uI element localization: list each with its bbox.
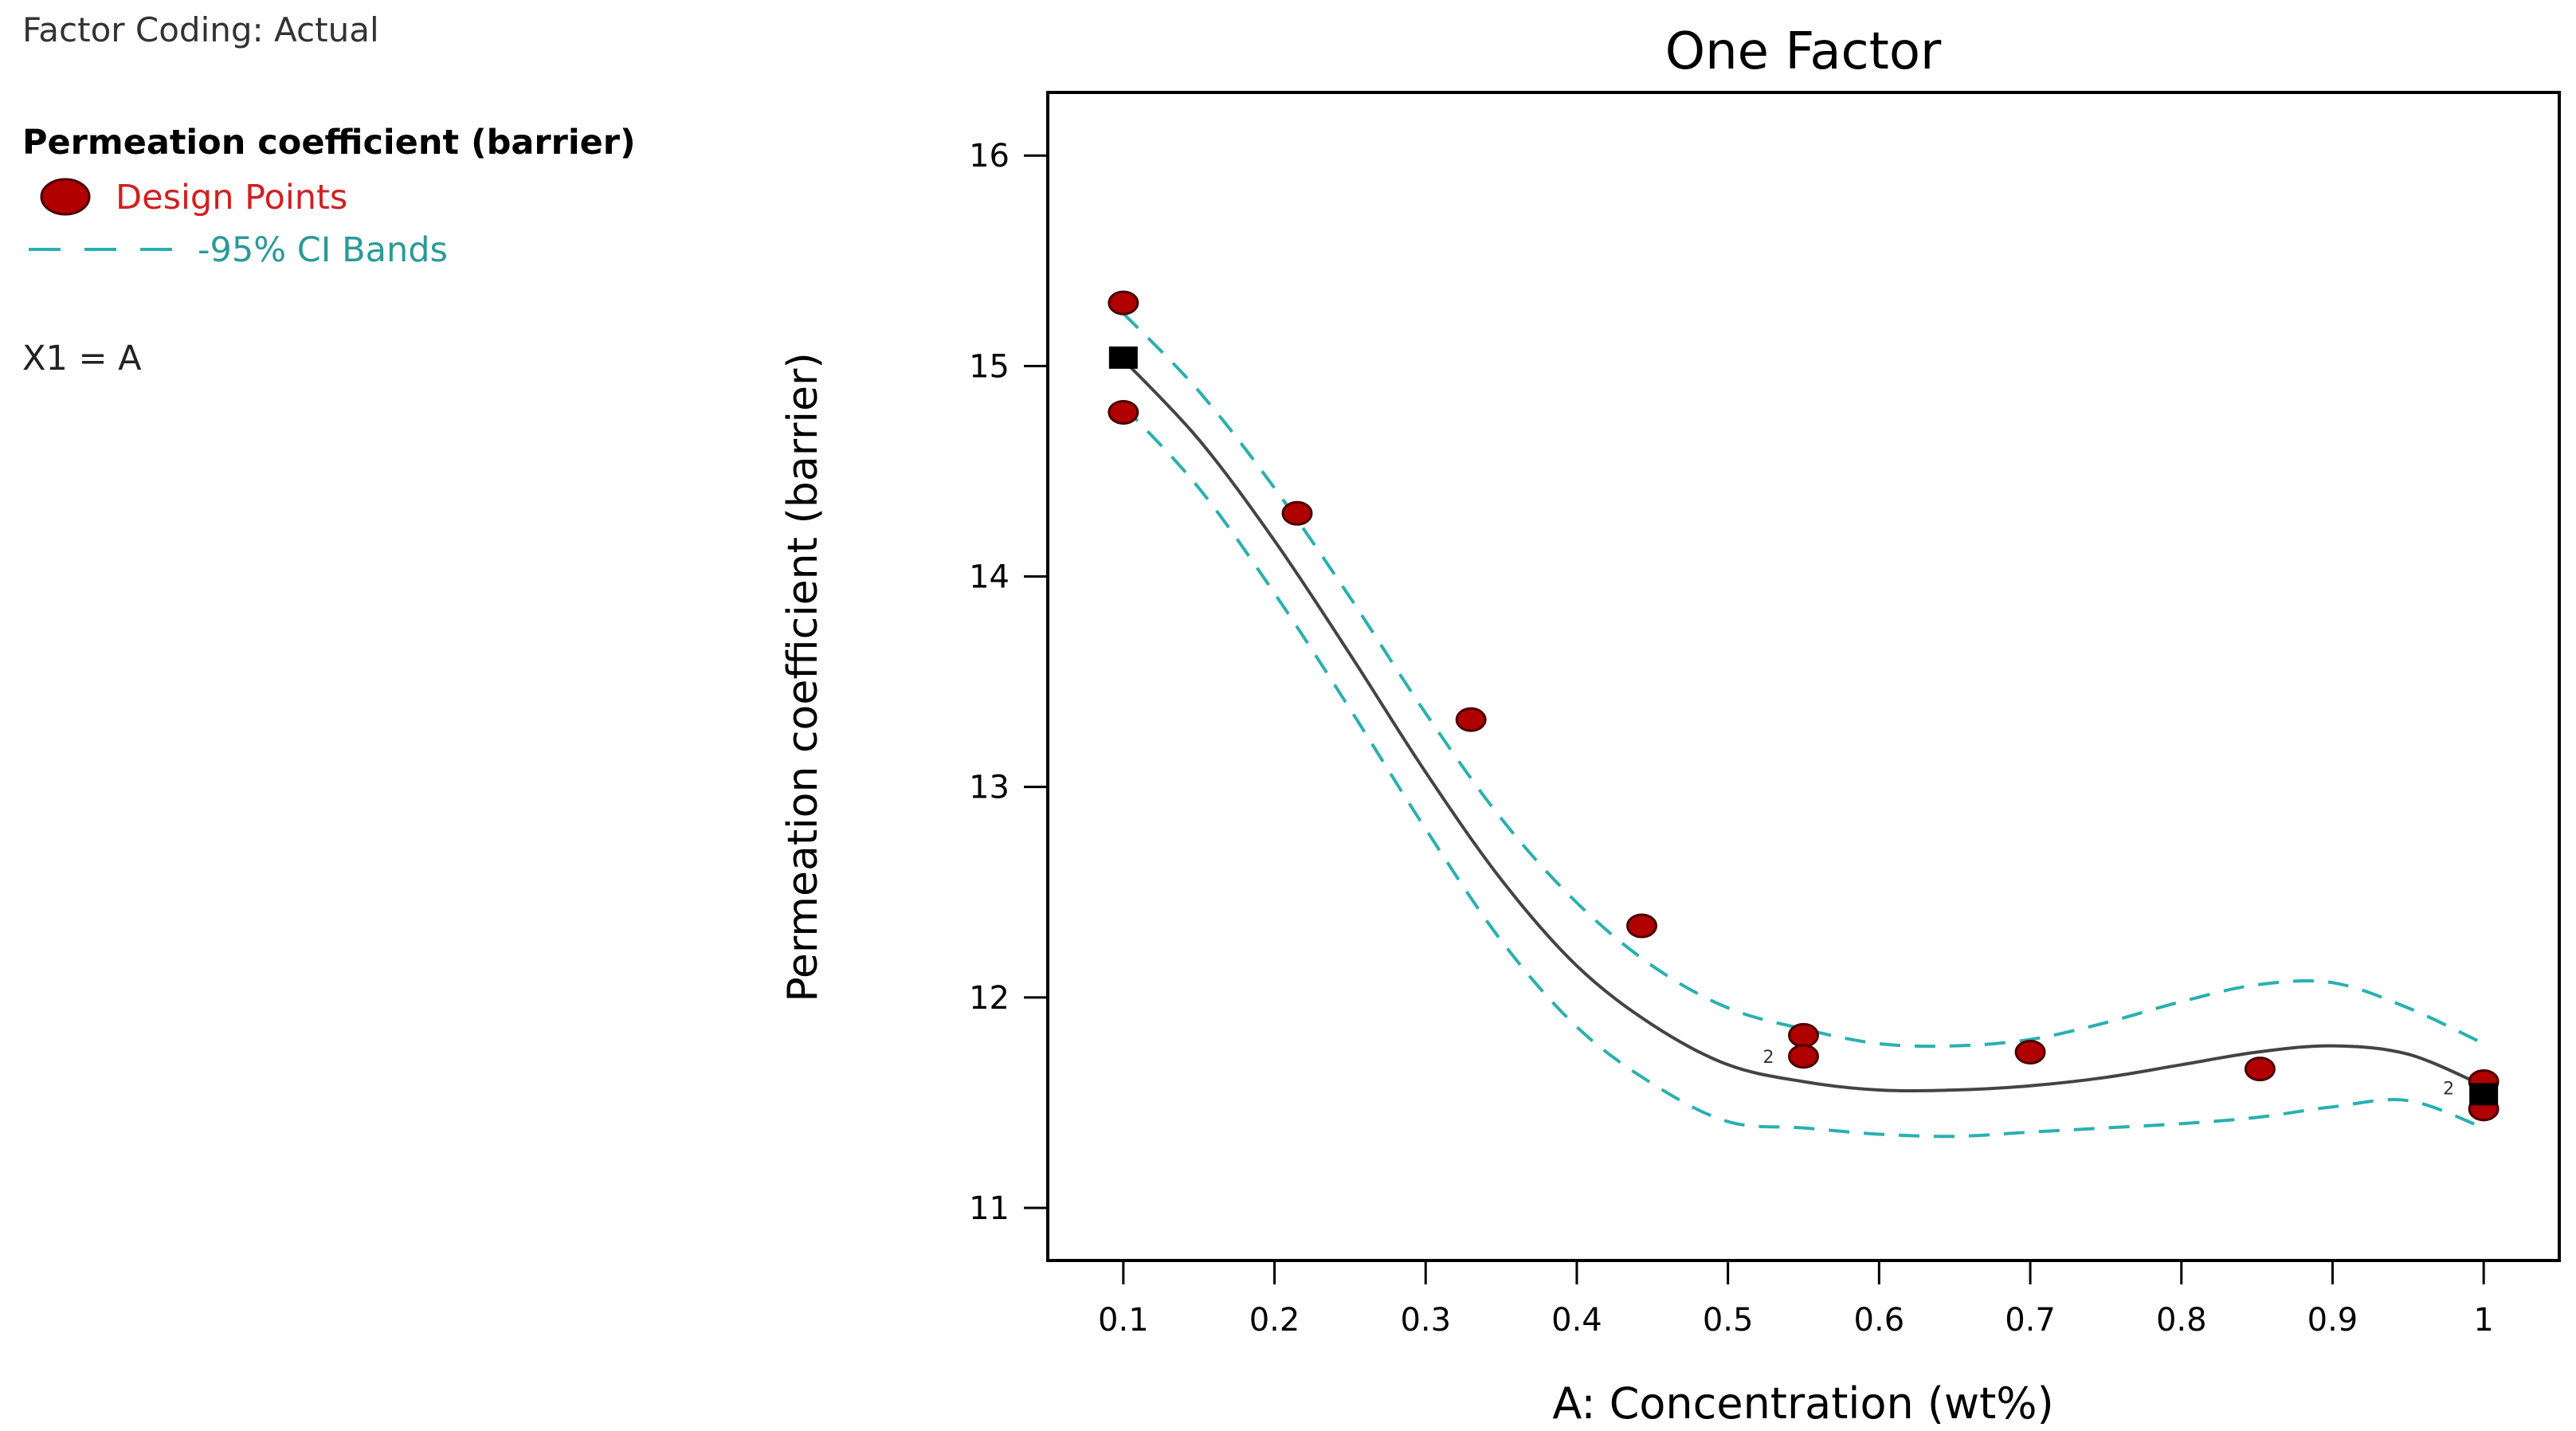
chart-title: One Factor: [1665, 22, 1942, 81]
design-point: [2014, 1039, 2046, 1064]
design-point: [1788, 1022, 1819, 1048]
x-tick-label: 0.9: [2307, 1302, 2358, 1339]
y-axis-label: Permeation coefficient (barrier): [779, 352, 827, 1002]
response-name-label: Permeation coefficient (barrier): [22, 123, 636, 163]
x-tick-label: 0.6: [1854, 1302, 1905, 1339]
x-axis-label: A: Concentration (wt%): [1552, 1378, 2053, 1429]
legend-design-points-label: Design Points: [116, 178, 347, 218]
y-tick-label: 13: [969, 770, 1010, 806]
x-tick-label: 0.3: [1400, 1302, 1451, 1339]
point-count-label: 2: [2443, 1079, 2454, 1099]
legend-design-point-icon: [40, 178, 91, 216]
x-tick-label: 0.8: [2156, 1302, 2207, 1339]
x-tick-label: 0.5: [1703, 1302, 1754, 1339]
y-tick-label: 16: [969, 138, 1010, 174]
factor-mapping-label: X1 = A: [22, 339, 142, 378]
design-point: [1108, 399, 1139, 425]
y-tick-label: 12: [969, 980, 1010, 1017]
ci-band-lower: [1122, 405, 2484, 1139]
factor-coding-label: Factor Coding: Actual: [22, 10, 379, 49]
design-point: [2244, 1057, 2276, 1082]
design-point: [1626, 913, 1658, 939]
prediction-marker: [1108, 346, 1138, 369]
ci-band-upper: [1122, 312, 2484, 1049]
plot-frame: [1046, 91, 2561, 1262]
design-point: [1108, 290, 1139, 316]
design-point: [1281, 500, 1313, 526]
x-tick-label: 1: [2473, 1302, 2493, 1339]
y-tick-label: 14: [969, 559, 1010, 596]
design-point: [1455, 707, 1487, 732]
fit-line: [1122, 359, 2484, 1093]
x-tick-label: 0.7: [2005, 1302, 2056, 1339]
design-point: [1788, 1044, 1819, 1069]
x-tick-label: 0.4: [1551, 1302, 1602, 1339]
y-tick-label: 15: [969, 348, 1010, 385]
legend-ci-bands-label: -95% CI Bands: [198, 230, 448, 270]
point-count-label: 2: [1763, 1048, 1774, 1068]
prediction-marker: [2469, 1083, 2499, 1106]
x-tick-label: 0.1: [1098, 1302, 1149, 1339]
y-tick-label: 11: [969, 1190, 1010, 1227]
x-tick-label: 0.2: [1249, 1302, 1300, 1339]
